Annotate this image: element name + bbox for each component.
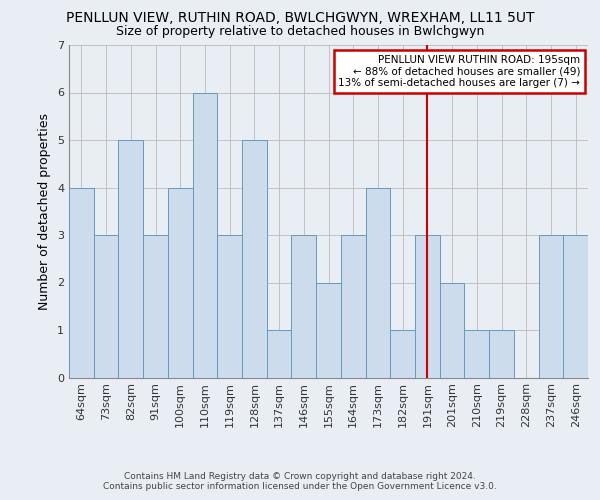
Bar	[69, 188, 94, 378]
Y-axis label: Number of detached properties: Number of detached properties	[38, 113, 52, 310]
Bar	[415, 235, 440, 378]
Text: PENLLUN VIEW, RUTHIN ROAD, BWLCHGWYN, WREXHAM, LL11 5UT: PENLLUN VIEW, RUTHIN ROAD, BWLCHGWYN, WR…	[66, 12, 534, 26]
Bar	[539, 235, 563, 378]
Bar	[316, 282, 341, 378]
Bar	[489, 330, 514, 378]
Bar	[193, 92, 217, 378]
Bar	[168, 188, 193, 378]
Bar	[464, 330, 489, 378]
Bar	[440, 282, 464, 378]
Bar	[143, 235, 168, 378]
Bar	[341, 235, 365, 378]
Text: Size of property relative to detached houses in Bwlchgwyn: Size of property relative to detached ho…	[116, 25, 484, 38]
Bar	[267, 330, 292, 378]
Bar	[390, 330, 415, 378]
Text: PENLLUN VIEW RUTHIN ROAD: 195sqm
← 88% of detached houses are smaller (49)
13% o: PENLLUN VIEW RUTHIN ROAD: 195sqm ← 88% o…	[338, 55, 580, 88]
Bar	[118, 140, 143, 378]
Bar	[365, 188, 390, 378]
Bar	[292, 235, 316, 378]
Text: Contains HM Land Registry data © Crown copyright and database right 2024.
Contai: Contains HM Land Registry data © Crown c…	[103, 472, 497, 491]
Bar	[242, 140, 267, 378]
Bar	[217, 235, 242, 378]
Bar	[94, 235, 118, 378]
Bar	[563, 235, 588, 378]
